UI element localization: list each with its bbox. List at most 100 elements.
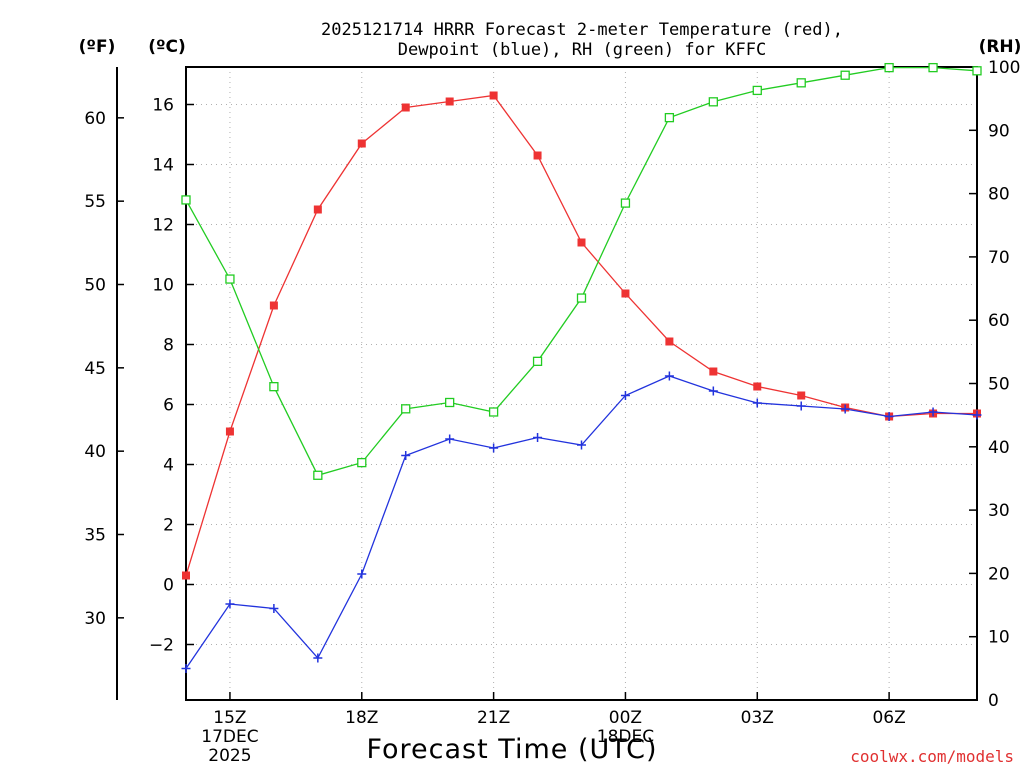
dewpoint-point [708,386,718,396]
rh-tick-label: 100 [988,58,1020,78]
rh-tick-label: 10 [988,628,1010,648]
dewpoint-point [533,433,543,442]
celsius-tick-label: 4 [163,456,174,476]
rh-unit-label: (RH) [979,37,1022,57]
2-meter-temperature-point [182,571,190,580]
celsius-tick-label: 6 [163,396,174,416]
rh-tick-label: 30 [988,501,1010,521]
grid-lines [186,67,977,700]
x-axis-label: Forecast Time (UTC) [366,734,657,765]
fahrenheit-tick-label: 60 [84,109,106,129]
celsius-tick-label: 12 [152,216,174,236]
dewpoint-point [357,569,367,579]
rh-point [313,470,323,480]
data-series [181,62,982,673]
rh-point [181,195,191,205]
chart-title-line-2: Dewpoint (blue), RH (green) for KFFC [398,40,766,60]
x-tick-date-label: 18DEC [597,727,654,747]
fahrenheit-unit-label: (ºF) [79,37,116,57]
dewpoint-point [225,599,235,609]
fahrenheit-tick-label: 45 [84,359,106,379]
2-meter-temperature-point [533,151,542,160]
2-meter-temperature-point [269,301,278,310]
rh-point [752,85,762,96]
rh-tick-label: 70 [988,248,1010,268]
dewpoint-point [181,664,191,673]
celsius-tick-label: −2 [149,636,174,656]
rh-point [488,407,499,417]
rh-point [884,62,894,73]
x-tick-year-label: 2025 [208,746,251,766]
dewpoint-point [796,401,806,411]
rh-point [269,382,279,392]
x-tick-label: 03Z [741,708,774,728]
rh-tick-label: 60 [988,311,1010,331]
rh-point [576,293,587,303]
fahrenheit-tick-label: 30 [84,609,106,629]
dewpoint-point [752,398,762,408]
2-meter-temperature-point [357,139,366,148]
celsius-tick-label: 8 [163,336,174,356]
2-meter-temperature-point [621,289,630,298]
celsius-tick-label: 2 [163,516,174,536]
x-tick-label: 18Z [345,708,378,728]
x-tick-label: 06Z [872,708,905,728]
x-tick-label: 15Z [213,708,246,728]
x-tick-label: 00Z [609,708,642,728]
2-meter-temperature-point [225,427,234,436]
2-meter-temperature-point [753,382,762,391]
fahrenheit-tick-label: 40 [84,442,106,462]
dewpoint-point [269,604,279,613]
rh-point [401,404,411,414]
dewpoint-point [884,412,894,421]
celsius-tick-label: 0 [163,576,174,596]
rh-point [620,198,631,208]
dewpoint-point [928,407,938,417]
rh-tick-label: 90 [988,121,1010,141]
rh-tick-label: 50 [988,375,1010,395]
rh-point [972,66,982,76]
rh-point [840,70,850,80]
celsius-tick-label: 10 [152,276,174,296]
dewpoint-point [972,410,982,420]
tick-labels: −2 0 2 4 6 8 10 12 14 16 30 35 40 45 50 55 60 0 10 20 30 40 50… [84,58,1020,766]
rh-point [664,112,675,123]
dewpoint-point [577,440,586,450]
dewpoint-point [445,434,455,444]
rh-point [225,274,235,284]
celsius-unit-label: (ºC) [148,37,186,57]
x-tick-label: 21Z [477,708,510,728]
2-meter-temperature-point [577,238,586,247]
chart-title-line-1: 2025121714 HRRR Forecast 2-meter Tempera… [321,20,843,40]
rh-point [532,356,543,366]
credit-label: coolwx.com/models [850,747,1014,766]
2-meter-temperature-point [313,205,322,214]
dewpoint-point [313,653,323,663]
fahrenheit-tick-label: 50 [84,276,106,296]
2-meter-temperature-point [797,391,806,400]
rh-tick-label: 20 [988,564,1010,584]
rh-point [708,97,718,107]
2-meter-temperature-point [709,367,718,376]
dewpoint-point [401,451,411,460]
rh-point [796,78,806,88]
fahrenheit-tick-label: 35 [84,526,106,546]
x-tick-date-label: 17DEC [201,727,258,747]
2-meter-temperature-point [401,103,410,112]
rh-point [928,62,938,73]
2-meter-temperature-point [445,97,454,106]
rh-point [445,397,455,408]
dewpoint-point [840,404,850,414]
celsius-tick-label: 14 [152,156,174,176]
rh-tick-label: 0 [988,691,999,711]
rh-tick-label: 80 [988,185,1010,205]
dewpoint-point [620,391,630,400]
celsius-tick-label: 16 [152,96,174,116]
2-meter-temperature-point [489,91,498,100]
fahrenheit-tick-label: 55 [84,192,106,212]
2-meter-temperature-point [665,337,674,346]
rh-tick-label: 40 [988,438,1010,458]
dewpoint-point [664,371,674,381]
